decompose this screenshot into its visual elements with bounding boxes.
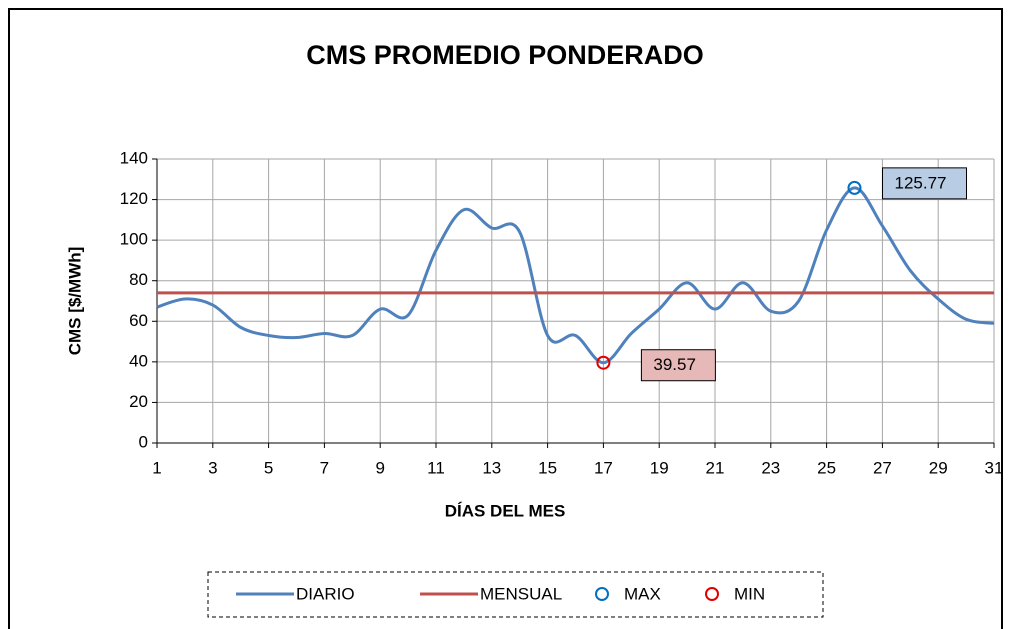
- x-tick-label: 19: [650, 458, 669, 477]
- x-tick-label: 27: [873, 458, 892, 477]
- x-tick-label: 3: [208, 458, 217, 477]
- x-tick-label: 21: [706, 458, 725, 477]
- y-tick-label: 20: [129, 392, 148, 411]
- data-label-box: [640, 349, 716, 382]
- legend-box: [207, 571, 824, 618]
- x-tick-label: 23: [761, 458, 780, 477]
- x-tick-label: 7: [320, 458, 329, 477]
- x-tick-label: 1: [152, 458, 161, 477]
- legend-symbol: [595, 587, 609, 601]
- legend-label: DIARIO: [296, 584, 355, 603]
- x-tick-label: 15: [538, 458, 557, 477]
- x-tick-label: 5: [264, 458, 273, 477]
- point-marker: [596, 355, 611, 370]
- x-tick-label: 25: [817, 458, 836, 477]
- y-tick-label: 140: [120, 148, 148, 167]
- legend-label: MENSUAL: [480, 584, 562, 603]
- chart-title: CMS PROMEDIO PONDERADO: [306, 40, 704, 70]
- legend-symbol: [705, 587, 719, 601]
- y-tick-label: 0: [139, 432, 148, 451]
- x-tick-label: 9: [375, 458, 384, 477]
- chart-frame: [8, 8, 1003, 629]
- x-tick-label: 13: [482, 458, 501, 477]
- y-tick-label: 120: [120, 189, 148, 208]
- legend-label: MIN: [734, 584, 765, 603]
- data-label-box: [882, 167, 967, 200]
- point-marker: [847, 180, 862, 195]
- line-series: [156, 186, 995, 365]
- y-axis-label: CMS [$/MWh]: [65, 247, 84, 356]
- y-tick-label: 60: [129, 311, 148, 330]
- x-tick-label: 29: [929, 458, 948, 477]
- data-label: 39.57: [653, 355, 696, 374]
- x-tick-label: 31: [985, 458, 1004, 477]
- y-tick-label: 100: [120, 230, 148, 249]
- x-tick-label: 11: [427, 458, 445, 477]
- legend-label: MAX: [624, 584, 661, 603]
- y-tick-label: 80: [129, 270, 148, 289]
- y-tick-label: 40: [129, 351, 148, 370]
- x-tick-label: 17: [594, 458, 613, 477]
- x-axis-label: DÍAS DEL MES: [445, 501, 566, 520]
- data-label: 125.77: [895, 173, 947, 192]
